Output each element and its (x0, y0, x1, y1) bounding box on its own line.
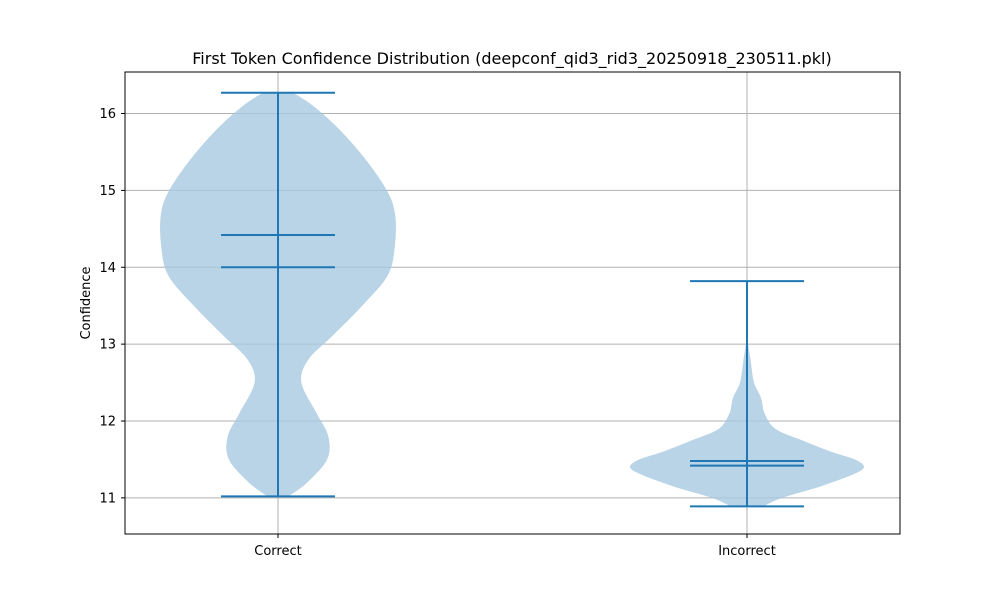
x-tick-label: Incorrect (718, 544, 776, 559)
violin-bodies (160, 92, 865, 507)
x-tick-label: Correct (254, 544, 301, 559)
violin-statistic-lines (221, 91, 804, 508)
y-tick-label: 14 (99, 261, 116, 276)
y-tick-label: 12 (99, 414, 116, 429)
y-tick-label: 16 (99, 107, 116, 122)
y-tick-label: 13 (99, 338, 116, 353)
y-axis-ticks: 11 12 13 14 15 16 (99, 107, 125, 506)
x-axis-ticks: Correct Incorrect (254, 534, 776, 559)
y-tick-label: 11 (99, 491, 116, 506)
y-axis-label: Confidence (79, 266, 94, 339)
plot-area-frame (124, 71, 901, 535)
y-tick-label: 15 (99, 184, 116, 199)
chart-title: First Token Confidence Distribution (dee… (192, 49, 831, 69)
